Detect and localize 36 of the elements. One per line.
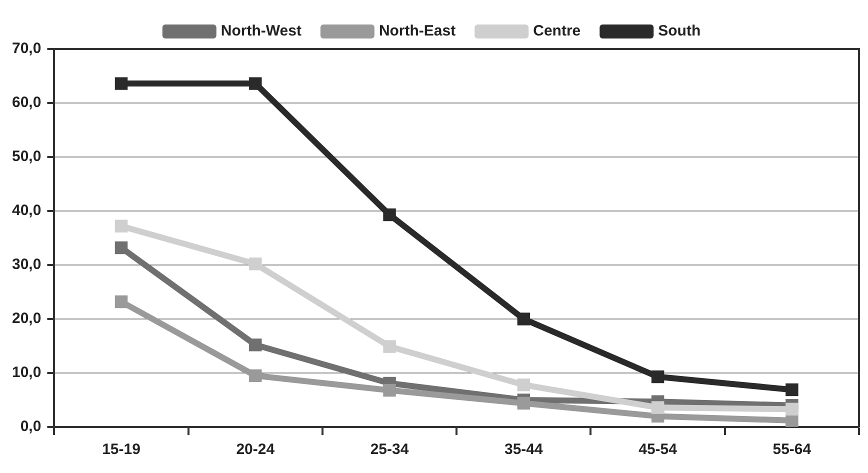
point <box>114 295 128 308</box>
y-tick-label: 30,0 <box>12 256 42 274</box>
x-tick-label: 20-24 <box>236 441 276 458</box>
point <box>114 241 128 254</box>
point <box>517 312 530 326</box>
point <box>249 258 262 270</box>
y-tick-label: 20,0 <box>12 310 42 328</box>
legend-label: North-East <box>378 22 456 40</box>
y-tick-label: 40,0 <box>12 202 42 220</box>
y-tick-label: 70,0 <box>12 40 42 58</box>
point <box>383 340 396 353</box>
point <box>517 378 530 392</box>
x-tick-label: 45-54 <box>638 441 678 458</box>
x-tick-label: 15-19 <box>102 441 140 458</box>
point <box>383 384 396 397</box>
y-tick-label: 60,0 <box>12 94 42 112</box>
point <box>114 220 128 232</box>
point <box>114 77 128 90</box>
x-tick-label: 25-34 <box>370 441 410 458</box>
x-tick-label: 35-44 <box>504 441 544 458</box>
y-tick-label: 50,0 <box>12 148 42 166</box>
y-tick-label: 0,0 <box>20 418 42 436</box>
point <box>517 396 530 410</box>
legend-label: North-West <box>220 22 302 40</box>
point <box>249 369 262 382</box>
point <box>786 402 798 416</box>
point <box>786 383 798 396</box>
point <box>651 401 664 414</box>
legend-label: Centre <box>533 22 581 40</box>
legend-label: South <box>658 22 701 40</box>
point <box>249 338 262 352</box>
x-tick-label: 55-64 <box>772 441 812 458</box>
point <box>383 208 396 222</box>
point <box>651 370 664 384</box>
y-tick-label: 10,0 <box>12 364 42 382</box>
point <box>249 77 262 90</box>
